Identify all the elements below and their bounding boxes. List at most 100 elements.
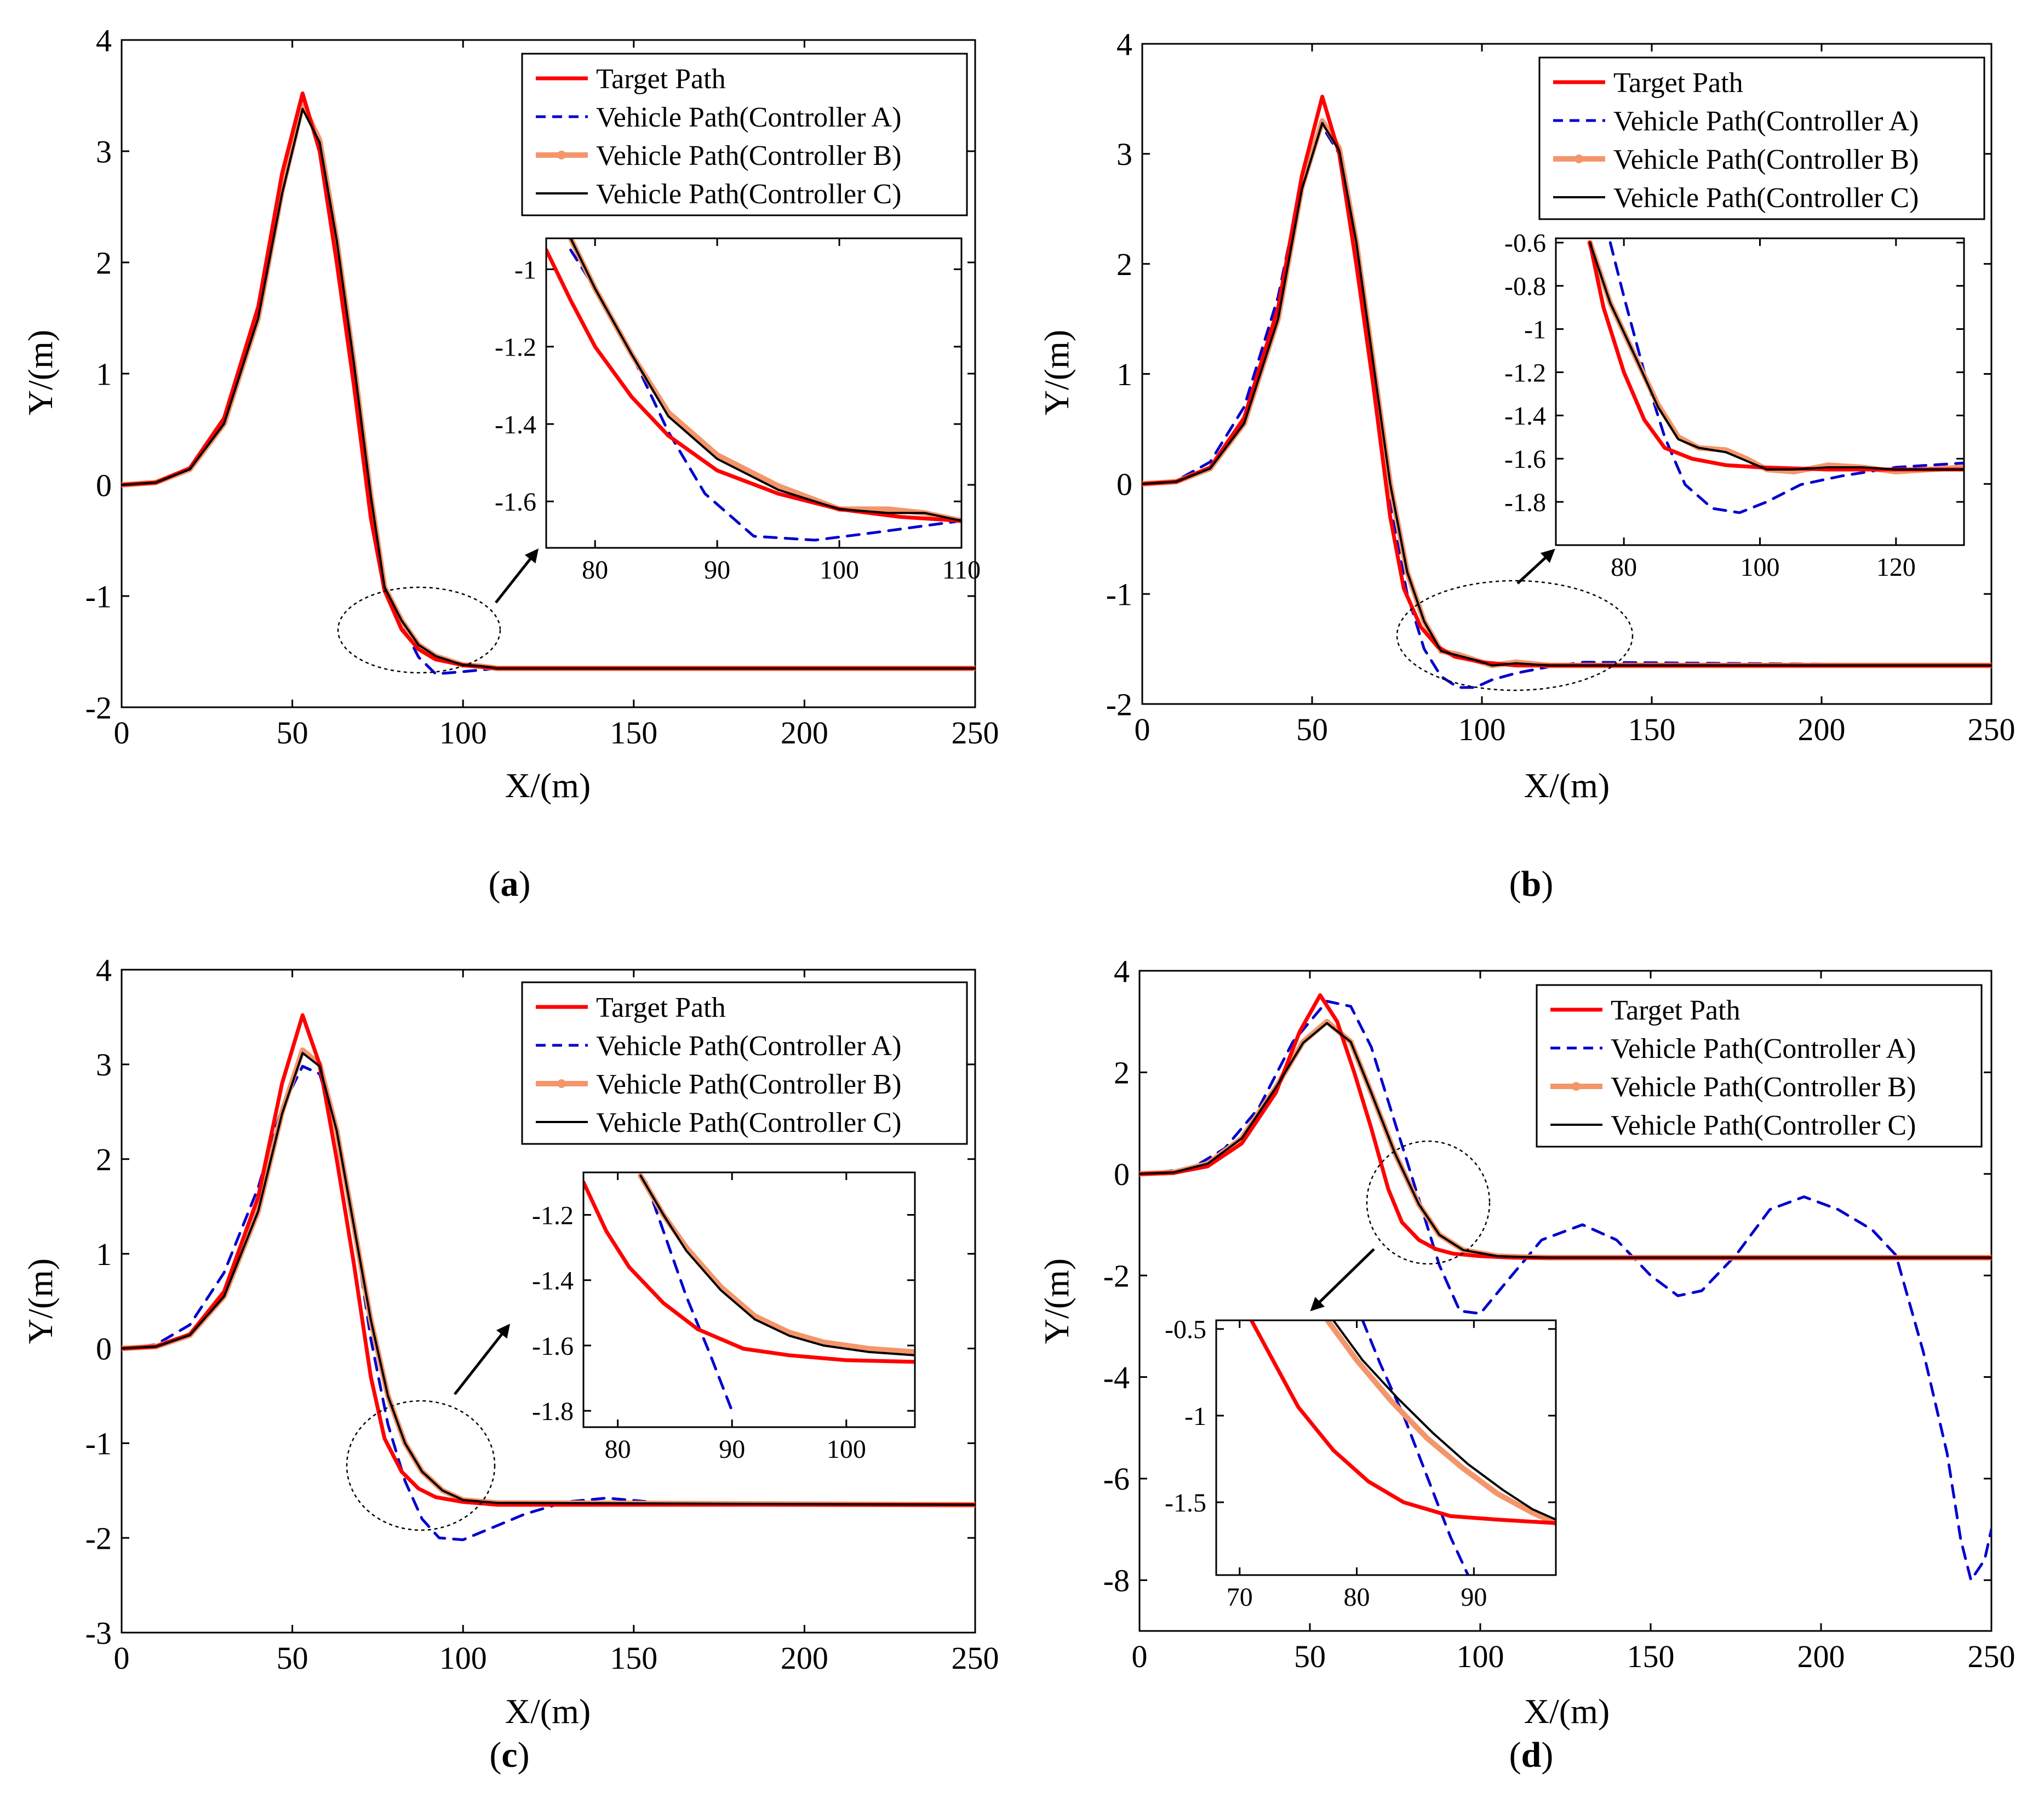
x-axis-label: X/(m) bbox=[505, 766, 591, 805]
x-tick-label: 50 bbox=[277, 715, 308, 751]
series-line-vehicle-path-controller-c- bbox=[122, 1052, 975, 1506]
x-tick-label: 250 bbox=[1968, 1639, 2016, 1674]
y-axis-label: Y/(m) bbox=[1037, 330, 1076, 415]
panel-tag-open: ( bbox=[1509, 1735, 1521, 1775]
y-tick-label: 0 bbox=[1114, 1157, 1130, 1192]
y-tick-label: 4 bbox=[1117, 26, 1132, 62]
inset-y-tick-label: -1.8 bbox=[1504, 488, 1546, 517]
y-tick-label: 1 bbox=[96, 1236, 112, 1272]
x-tick-label: 100 bbox=[439, 715, 487, 751]
legend-box bbox=[521, 53, 968, 216]
inset-axes-box bbox=[582, 1171, 916, 1428]
x-tick-label: 200 bbox=[1797, 1639, 1845, 1674]
panel-tag-letter: d bbox=[1521, 1735, 1542, 1775]
y-tick-label: 3 bbox=[1117, 136, 1132, 172]
inset-plot: 70 80 90 -0.5 -1 -1.5 bbox=[1165, 1315, 1557, 1612]
axes-box bbox=[1138, 970, 1993, 1632]
legend-label: Target Path bbox=[596, 992, 726, 1023]
x-tick-label: 250 bbox=[1968, 712, 2016, 747]
legend-label: Vehicle Path(Controller A) bbox=[596, 1031, 901, 1062]
legend-label: Target Path bbox=[596, 64, 726, 95]
x-tick-label: 100 bbox=[1457, 1639, 1504, 1674]
y-tick-label: -1 bbox=[85, 579, 112, 614]
series-line-vehicle-path-controller-c- bbox=[1142, 122, 1991, 667]
inset-x-tick-label: 110 bbox=[942, 556, 981, 585]
legend-label: Vehicle Path(Controller A) bbox=[596, 102, 901, 133]
inset-y-tick-label: -1 bbox=[1184, 1402, 1206, 1431]
legend-box bbox=[521, 981, 968, 1145]
panel-d: 0 50 100 150 200 250 -8 -6 -4 -2 0 2 4 70 80 90 -0.5 -1 -1… bbox=[1037, 953, 2016, 1775]
zoom-region-ellipse bbox=[1396, 580, 1634, 691]
series-line-target-path bbox=[122, 91, 975, 671]
inset-y-tick-label: -1.8 bbox=[532, 1397, 574, 1426]
inset-y-tick-label: -1 bbox=[514, 255, 536, 284]
x-tick-label: 150 bbox=[610, 715, 657, 751]
x-tick-label: 250 bbox=[952, 1640, 999, 1676]
series-line-vehicle-path-controller-a--inset bbox=[1361, 1320, 1470, 1575]
inset-y-tick-label: -1.6 bbox=[495, 488, 536, 517]
legend-label: Target Path bbox=[1611, 995, 1740, 1026]
inset-plot: 80 90 100 110 -1 -1.2 -1.4 -1.6 bbox=[495, 237, 981, 585]
legend: Target Path Vehicle Path(Controller A) Veh… bbox=[1538, 56, 1985, 220]
y-tick-label: -3 bbox=[85, 1615, 112, 1651]
inset-x-tick-label: 80 bbox=[605, 1435, 631, 1464]
inset-x-tick-label: 100 bbox=[1740, 553, 1780, 582]
legend-marker bbox=[557, 1079, 566, 1088]
x-tick-label: 50 bbox=[1296, 712, 1328, 747]
inset-background bbox=[1556, 238, 1964, 545]
x-tick-label: 200 bbox=[1798, 712, 1846, 747]
zoom-region-ellipse bbox=[337, 586, 501, 674]
panel-tag: (b) bbox=[1509, 864, 1554, 904]
y-tick-label: -1 bbox=[85, 1426, 112, 1462]
inset-x-tick-label: 70 bbox=[1227, 1583, 1253, 1612]
axes-box bbox=[121, 969, 976, 1634]
y-tick-label: -2 bbox=[85, 690, 112, 725]
legend-label: Vehicle Path(Controller C) bbox=[1611, 1110, 1916, 1141]
panel-tag-letter: b bbox=[1521, 864, 1542, 904]
series-line-vehicle-path-controller-c--inset bbox=[639, 1175, 915, 1356]
x-tick-label: 100 bbox=[1458, 712, 1506, 747]
legend-marker bbox=[557, 151, 566, 159]
inset-y-tick-label: -1.6 bbox=[532, 1332, 574, 1361]
inset-y-tick-label: -1.2 bbox=[495, 333, 536, 362]
series-line-vehicle-path-controller-c--inset bbox=[1332, 1320, 1556, 1521]
inset-y-tick-label: -1 bbox=[1524, 315, 1546, 344]
x-axis-label: X/(m) bbox=[1524, 766, 1610, 805]
legend-label: Vehicle Path(Controller B) bbox=[596, 140, 901, 171]
inset-background bbox=[1216, 1320, 1556, 1575]
zoom-region-ellipse bbox=[346, 1400, 496, 1531]
inset-x-tick-label: 90 bbox=[719, 1435, 745, 1464]
panel-tag: (d) bbox=[1509, 1735, 1554, 1775]
inset-x-tick-label: 90 bbox=[1461, 1583, 1487, 1612]
legend: Target Path Vehicle Path(Controller A) Veh… bbox=[521, 53, 968, 216]
panel-tag-open: ( bbox=[1509, 864, 1521, 904]
series-line-vehicle-path-controller-c- bbox=[122, 107, 975, 669]
y-tick-label: 2 bbox=[1114, 1055, 1130, 1091]
x-tick-label: 0 bbox=[114, 1640, 130, 1676]
panel-tag-open: ( bbox=[489, 1735, 501, 1775]
series-line-vehicle-path-controller-c--inset bbox=[1589, 241, 1964, 471]
legend-label: Vehicle Path(Controller C) bbox=[1613, 182, 1919, 214]
inset-background bbox=[546, 238, 961, 548]
inset-y-tick-label: -1.2 bbox=[1504, 358, 1546, 387]
panel-tag-letter: c bbox=[501, 1735, 517, 1775]
inset-y-tick-label: -1.4 bbox=[1504, 402, 1546, 431]
y-tick-label: 2 bbox=[96, 245, 112, 280]
inset-x-tick-label: 80 bbox=[582, 556, 608, 585]
inset-x-tick-label: 80 bbox=[1611, 553, 1637, 582]
y-tick-label: -6 bbox=[1103, 1461, 1130, 1497]
inset-x-tick-label: 120 bbox=[1876, 553, 1916, 582]
series-line-target-path bbox=[1140, 993, 1991, 1260]
x-tick-label: 200 bbox=[781, 715, 828, 751]
x-tick-label: 150 bbox=[1628, 712, 1676, 747]
y-tick-label: 3 bbox=[96, 134, 112, 169]
x-tick-label: 0 bbox=[1135, 712, 1150, 747]
legend-box bbox=[1536, 984, 1983, 1148]
y-tick-label: -1 bbox=[1106, 576, 1132, 612]
y-tick-label: -8 bbox=[1103, 1563, 1130, 1599]
panel-tag: (a) bbox=[489, 864, 531, 904]
legend-label: Vehicle Path(Controller B) bbox=[1613, 144, 1919, 175]
y-tick-label: 0 bbox=[96, 1331, 112, 1367]
y-tick-label: 0 bbox=[96, 467, 112, 503]
